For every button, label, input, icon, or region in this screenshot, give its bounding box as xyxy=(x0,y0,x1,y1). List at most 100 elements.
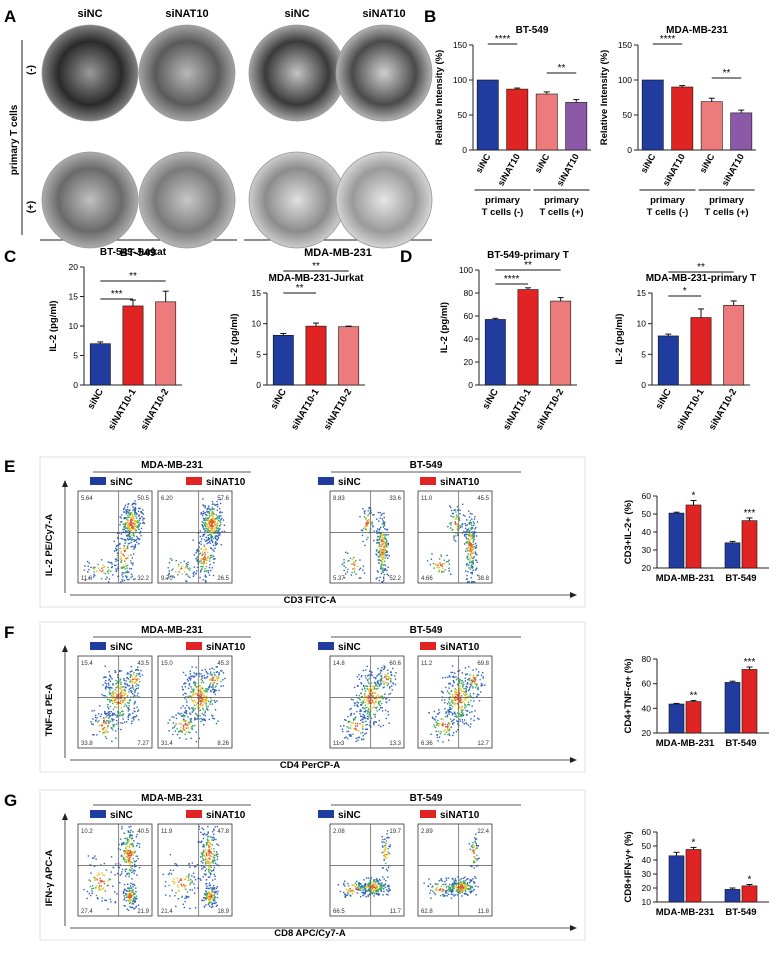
scatter-point xyxy=(128,826,130,828)
scatter-point xyxy=(138,846,141,848)
scatter-point xyxy=(382,553,385,555)
scatter-point xyxy=(189,695,192,698)
scatter-point xyxy=(372,889,374,891)
scatter-point xyxy=(123,693,126,696)
scatter-point xyxy=(139,522,141,525)
scatter-point xyxy=(377,701,380,703)
scatter-point xyxy=(125,861,128,864)
scatter-point xyxy=(99,877,102,880)
scatter-point xyxy=(363,716,366,719)
scatter-point xyxy=(131,676,133,678)
col-label-sinat10-2: siNAT10 xyxy=(362,8,405,20)
scatter-point xyxy=(457,888,459,890)
scatter-point xyxy=(213,503,215,505)
scatter-point xyxy=(126,705,128,708)
scatter-point xyxy=(366,679,369,681)
scatter-point xyxy=(465,893,467,895)
scatter-point xyxy=(375,550,378,552)
scatter-point xyxy=(109,878,111,881)
bar xyxy=(550,300,572,386)
scatter-point xyxy=(475,683,478,685)
scatter-point xyxy=(203,699,205,701)
scatter-point xyxy=(448,729,450,731)
scatter-point xyxy=(356,685,359,687)
scatter-point xyxy=(452,699,455,702)
scatter-point xyxy=(477,845,479,847)
scatter-point xyxy=(430,558,433,560)
scatter-point xyxy=(185,888,187,890)
scatter-point xyxy=(462,881,464,883)
scatter-point xyxy=(120,706,122,709)
scatter-point xyxy=(127,520,129,522)
scatter-point xyxy=(457,720,459,723)
scatter-point xyxy=(368,888,370,890)
scatter-point xyxy=(195,557,197,560)
scatter-point xyxy=(216,525,218,527)
scatter-point xyxy=(128,571,130,573)
scatter-point xyxy=(182,671,185,674)
scatter-point xyxy=(204,553,206,556)
scatter-point xyxy=(200,695,203,697)
significance-label: * xyxy=(683,286,687,297)
scatter-point xyxy=(384,546,386,548)
scatter-point xyxy=(118,670,121,672)
scatter-point xyxy=(446,723,449,726)
scatter-point xyxy=(129,671,132,673)
scatter-point xyxy=(458,680,461,682)
quadrant-value: 40.5 xyxy=(137,829,149,835)
scatter-point xyxy=(471,534,473,536)
scatter-point xyxy=(109,715,111,717)
scatter-point xyxy=(216,671,219,673)
scatter-point xyxy=(125,575,127,577)
legend-swatch-sinc xyxy=(318,477,334,485)
scatter-point xyxy=(343,569,345,572)
scatter-point xyxy=(181,729,184,732)
scatter-point xyxy=(114,874,116,876)
scatter-point xyxy=(212,859,214,862)
scatter-point xyxy=(121,572,124,574)
scatter-point xyxy=(133,694,135,696)
scatter-point xyxy=(199,704,201,706)
scatter-point xyxy=(379,535,382,537)
scatter-point xyxy=(478,671,480,673)
scatter-point xyxy=(464,527,467,530)
scatter-point xyxy=(383,878,385,880)
scatter-point xyxy=(207,507,209,510)
scatter-point xyxy=(469,556,471,559)
scatter-point xyxy=(365,517,367,519)
scatter-point xyxy=(133,548,135,550)
scatter-point xyxy=(217,890,219,893)
scatter-point xyxy=(201,712,203,715)
scatter-point xyxy=(115,686,118,689)
scatter-point xyxy=(201,694,203,696)
scatter-point xyxy=(460,711,463,714)
scatter-point xyxy=(213,888,216,891)
scatter-point xyxy=(383,859,385,861)
scatter-point xyxy=(123,517,125,520)
scatter-point xyxy=(188,684,191,686)
scatter-point xyxy=(189,889,191,891)
scatter-point xyxy=(128,512,130,514)
scatter-point xyxy=(217,530,220,532)
scatter-point xyxy=(473,518,476,520)
scatter-point xyxy=(116,552,119,554)
scatter-point xyxy=(136,673,138,675)
quadrant-value: 11.6 xyxy=(81,576,93,582)
scatter-point xyxy=(207,507,210,509)
scatter-point xyxy=(219,528,221,530)
scatter-point xyxy=(121,843,123,845)
scatter-point xyxy=(191,695,193,697)
row-label-primary-t: primary T cells xyxy=(9,104,20,175)
scatter-point xyxy=(135,669,137,671)
scatter-point xyxy=(209,520,212,523)
scatter-point xyxy=(454,695,457,698)
scatter-point xyxy=(192,575,195,578)
scatter-point xyxy=(185,709,187,712)
scatter-point xyxy=(214,892,216,894)
scatter-point xyxy=(109,705,112,708)
scatter-point xyxy=(193,571,195,573)
scatter-point xyxy=(130,890,132,892)
scatter-point xyxy=(353,567,356,569)
scatter-point xyxy=(346,891,349,894)
